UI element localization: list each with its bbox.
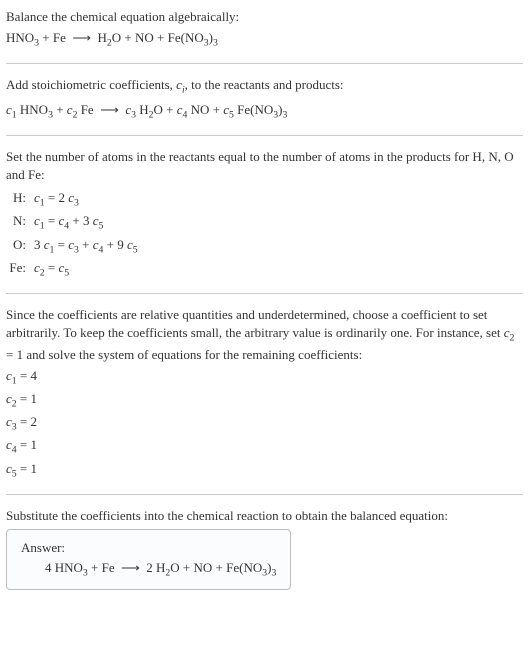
section-solve: Since the coefficients are relative quan… [6, 306, 523, 495]
section-stoichiometric: Add stoichiometric coefficients, ci, to … [6, 76, 523, 135]
atom-equation: 3 c1 = c3 + c4 + 9 c5 [34, 235, 138, 258]
atom-label: N: [8, 211, 34, 234]
solve-intro: Since the coefficients are relative quan… [6, 306, 523, 364]
stoich-intro: Add stoichiometric coefficients, ci, to … [6, 76, 523, 97]
stoich-equation: c1 HNO3 + c2 Fe ⟶ c3 H2O + c4 NO + c5 Fe… [6, 100, 523, 123]
atom-row: O: 3 c1 = c3 + c4 + 9 c5 [8, 235, 523, 258]
atom-row: H: c1 = 2 c3 [8, 188, 523, 211]
atom-equation: c2 = c5 [34, 258, 69, 281]
substitute-intro: Substitute the coefficients into the che… [6, 507, 523, 525]
atom-label: Fe: [8, 258, 34, 281]
atom-equations-table: H: c1 = 2 c3 N: c1 = c4 + 3 c5 O: 3 c1 =… [8, 188, 523, 281]
atom-row: Fe: c2 = c5 [8, 258, 523, 281]
unbalanced-equation: HNO3 + Fe ⟶ H2O + NO + Fe(NO3)3 [6, 28, 523, 51]
atom-equation: c1 = c4 + 3 c5 [34, 211, 103, 234]
balance-intro: Set the number of atoms in the reactants… [6, 148, 523, 184]
coef-item: c4 = 1 [6, 435, 523, 458]
coef-item: c3 = 2 [6, 412, 523, 435]
atom-label: H: [8, 188, 34, 211]
coef-item: c2 = 1 [6, 389, 523, 412]
coef-item: c1 = 4 [6, 366, 523, 389]
intro-text: Balance the chemical equation algebraica… [6, 8, 523, 26]
section-atom-balance: Set the number of atoms in the reactants… [6, 148, 523, 294]
coef-item: c5 = 1 [6, 459, 523, 482]
balanced-equation: 4 HNO3 + Fe ⟶ 2 H2O + NO + Fe(NO3)3 [21, 560, 276, 579]
atom-equation: c1 = 2 c3 [34, 188, 79, 211]
section-answer: Substitute the coefficients into the che… [6, 507, 523, 590]
atom-label: O: [8, 235, 34, 258]
coefficient-list: c1 = 4 c2 = 1 c3 = 2 c4 = 1 c5 = 1 [6, 366, 523, 482]
answer-box: Answer: 4 HNO3 + Fe ⟶ 2 H2O + NO + Fe(NO… [6, 529, 291, 590]
section-intro: Balance the chemical equation algebraica… [6, 8, 523, 64]
atom-row: N: c1 = c4 + 3 c5 [8, 211, 523, 234]
answer-label: Answer: [21, 540, 276, 556]
